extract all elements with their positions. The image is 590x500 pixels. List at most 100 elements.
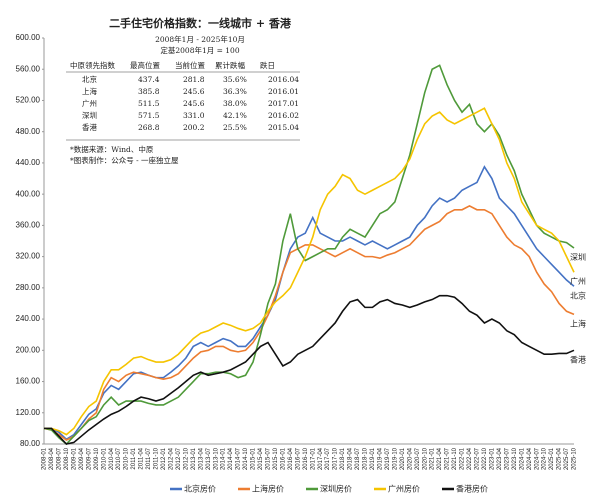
series-line [44,294,575,445]
y-tick-label: 480.00 [16,127,41,136]
table-header: 跌日 [260,60,275,70]
x-tick-label: 2015-01 [251,447,257,470]
end-label: 上海 [570,318,586,328]
table-cell: 245.6 [183,87,205,96]
x-tick-label: 2023-04 [497,447,503,470]
table-cell: 25.5% [223,123,247,132]
x-tick-label: 2024-07 [534,447,540,470]
table-cell: 2016.02 [268,111,299,120]
x-tick-label: 2019-01 [370,447,376,470]
x-tick-label: 2013-10 [213,447,219,470]
x-tick-label: 2020-04 [407,447,413,470]
x-tick-label: 2017-01 [310,447,316,470]
table-header: 当前位置 [175,60,205,70]
legend-label: 北京房价 [184,484,216,494]
x-tick-label: 2009-01 [71,447,77,470]
x-tick-label: 2015-07 [266,447,272,470]
x-tick-label: 2024-04 [527,447,533,470]
base-note: 定基2008年1月 = 100 [160,45,239,55]
x-tick-label: 2016-10 [303,447,309,470]
note: *图表制作：公众号 - 一座独立屋 [70,155,179,165]
x-tick-label: 2014-10 [243,447,249,470]
series-line [43,64,575,446]
legend-label: 深圳房价 [320,484,352,494]
x-tick-label: 2011-10 [154,447,160,469]
x-tick-label: 2025-10 [572,447,578,470]
table-cell: 深圳 [82,110,97,120]
x-tick-label: 2019-04 [377,447,383,470]
table-cell: 571.5 [138,111,160,120]
x-tick-label: 2021-01 [430,447,436,470]
end-label: 深圳 [570,252,586,262]
x-tick-label: 2014-01 [221,447,227,470]
table-cell: 2016.04 [268,75,299,84]
x-tick-label: 2017-04 [318,447,324,470]
table-cell: 245.6 [183,99,205,108]
x-tick-label: 2012-01 [161,447,167,470]
series-line [44,165,575,441]
y-tick-label: 160.00 [16,377,41,386]
x-tick-label: 2022-01 [460,447,466,470]
x-tick-label: 2023-07 [504,447,510,470]
table-cell: 200.2 [183,123,205,132]
y-tick-label: 320.00 [16,252,41,261]
table-cell: 35.6% [223,75,247,84]
x-tick-label: 2011-04 [139,447,145,469]
x-tick-label: 2008-01 [42,447,48,470]
y-tick-label: 360.00 [16,220,41,229]
x-tick-label: 2010-10 [124,447,130,470]
table-cell: 上海 [82,86,97,96]
x-tick-label: 2008-04 [49,447,55,470]
note: *数据来源：Wind、中原 [70,144,154,154]
y-tick-label: 440.00 [16,158,41,167]
x-tick-label: 2015-10 [273,447,279,470]
x-tick-label: 2010-07 [116,447,122,470]
series-line [43,204,575,442]
x-tick-label: 2021-10 [452,447,458,470]
x-tick-label: 2023-10 [512,447,518,470]
x-tick-label: 2016-07 [295,447,301,470]
series-line [44,107,575,436]
x-tick-label: 2015-04 [258,447,264,470]
x-tick-label: 2018-10 [363,447,369,470]
y-tick-label: 600.00 [16,33,41,42]
x-tick-label: 2025-01 [549,447,555,470]
x-tick-label: 2008-10 [64,447,70,470]
x-tick-label: 2009-04 [79,447,85,470]
x-tick-label: 2014-07 [236,447,242,470]
x-tick-label: 2022-10 [482,447,488,470]
table-cell: 2017.01 [268,99,299,108]
table-cell: 2016.01 [268,87,299,96]
table-cell: 北京 [82,74,97,84]
x-tick-label: 2018-07 [355,447,361,470]
x-tick-label: 2017-10 [333,447,339,470]
x-tick-label: 2025-04 [557,447,563,470]
table-cell: 268.8 [138,123,160,132]
table-cell: 36.3% [223,87,247,96]
y-tick-label: 80.00 [20,439,41,448]
x-tick-label: 2024-01 [519,447,525,470]
table-cell: 42.1% [223,111,247,120]
table-cell: 331.0 [183,111,205,120]
x-tick-label: 2021-07 [445,447,451,470]
x-tick-label: 2011-07 [146,447,152,469]
x-tick-label: 2024-10 [542,447,548,470]
table-cell: 香港 [82,122,97,132]
y-tick-label: 280.00 [16,283,41,292]
table-header: 中原领先指数 [70,60,115,70]
x-tick-label: 2013-01 [191,447,197,470]
table-cell: 281.8 [183,75,205,84]
x-tick-label: 2018-01 [340,447,346,470]
table-header: 累计跌幅 [215,60,245,70]
y-tick-label: 560.00 [16,64,41,73]
y-tick-label: 120.00 [16,408,41,417]
chart-subtitle: 2008年1月 - 2025年10月 [155,34,245,44]
x-tick-label: 2019-07 [385,447,391,470]
x-tick-label: 2016-01 [280,447,286,470]
end-label: 广州 [570,276,586,286]
x-tick-label: 2021-04 [437,447,443,470]
x-tick-label: 2012-10 [183,447,189,470]
legend-label: 上海房价 [252,484,284,494]
end-label: 北京 [570,290,586,300]
